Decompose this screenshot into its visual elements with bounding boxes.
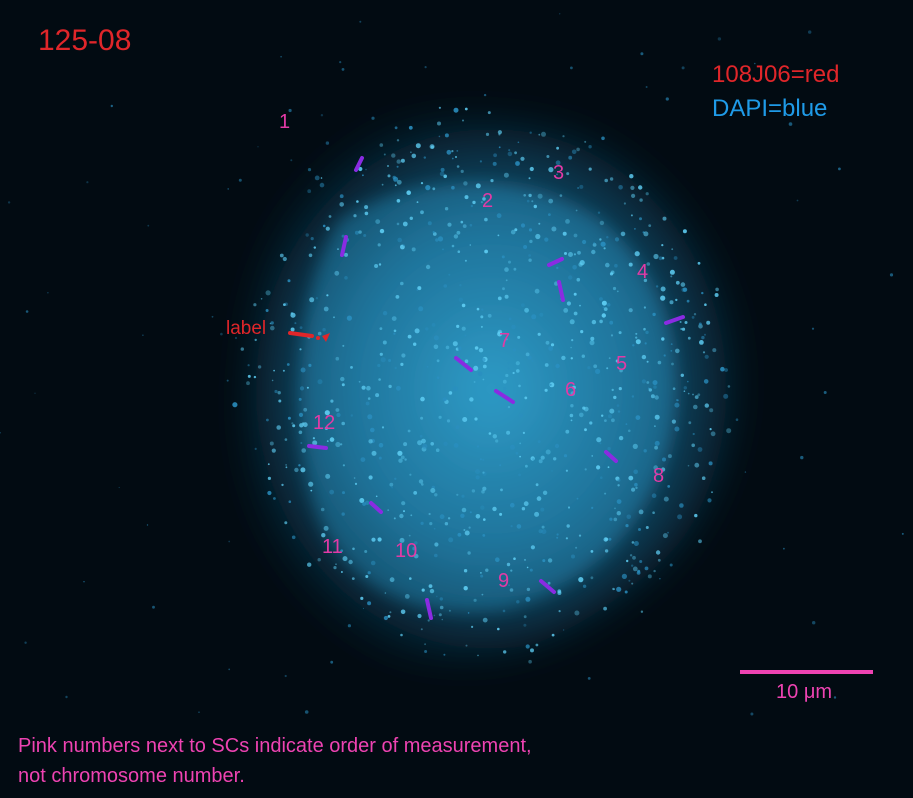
sc-marker (539, 579, 556, 594)
sc-marker (604, 450, 618, 463)
measurement-number: 10 (395, 540, 418, 562)
sc-marker (664, 315, 685, 325)
sc-marker (557, 280, 565, 302)
scale-bar-label: 10 μm (776, 682, 832, 702)
sc-marker (425, 598, 433, 620)
scale-bar-value: 10 (776, 681, 799, 703)
measurement-number: 4 (637, 261, 649, 283)
dapi-speckles (0, 13, 904, 716)
sc-marker (494, 389, 515, 404)
sc-marker (547, 257, 564, 267)
footnote-line-2: not chromosome number. (18, 765, 245, 787)
probe-label: label (226, 318, 267, 339)
measurement-number: 9 (498, 570, 510, 592)
footnote-line-1: Pink numbers next to SCs indicate order … (18, 735, 532, 757)
sc-marker (307, 444, 328, 450)
scale-bar (740, 670, 873, 674)
sc-marker (454, 356, 473, 372)
sc-marker (354, 156, 364, 172)
sc-marker (369, 501, 383, 514)
measurement-number: 11 (322, 536, 343, 558)
measurement-number: 2 (482, 190, 494, 212)
measurement-number: 8 (653, 465, 665, 487)
legend-stain: DAPI=blue (712, 95, 828, 122)
legend-probe: 108J06=red (712, 61, 840, 88)
measurement-number: 12 (313, 412, 336, 434)
measurement-number: 3 (553, 162, 565, 184)
measurement-number: 6 (565, 379, 577, 401)
sc-markers (307, 156, 685, 620)
specimen-id: 125-08 (38, 24, 132, 57)
measurement-number: 5 (616, 353, 628, 375)
measurement-number: 1 (279, 111, 291, 133)
probe-signal (288, 331, 330, 342)
dapi-nucleus (0, 13, 904, 716)
sc-marker (340, 235, 348, 257)
measurement-number: 7 (499, 330, 511, 352)
scale-bar-unit: μm (803, 681, 832, 703)
